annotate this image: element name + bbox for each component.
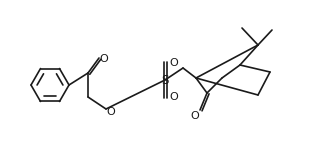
- Text: O: O: [170, 58, 178, 68]
- Text: O: O: [170, 92, 178, 102]
- Text: O: O: [191, 111, 199, 121]
- Text: O: O: [107, 107, 115, 117]
- Text: S: S: [161, 73, 169, 87]
- Text: O: O: [100, 54, 108, 64]
